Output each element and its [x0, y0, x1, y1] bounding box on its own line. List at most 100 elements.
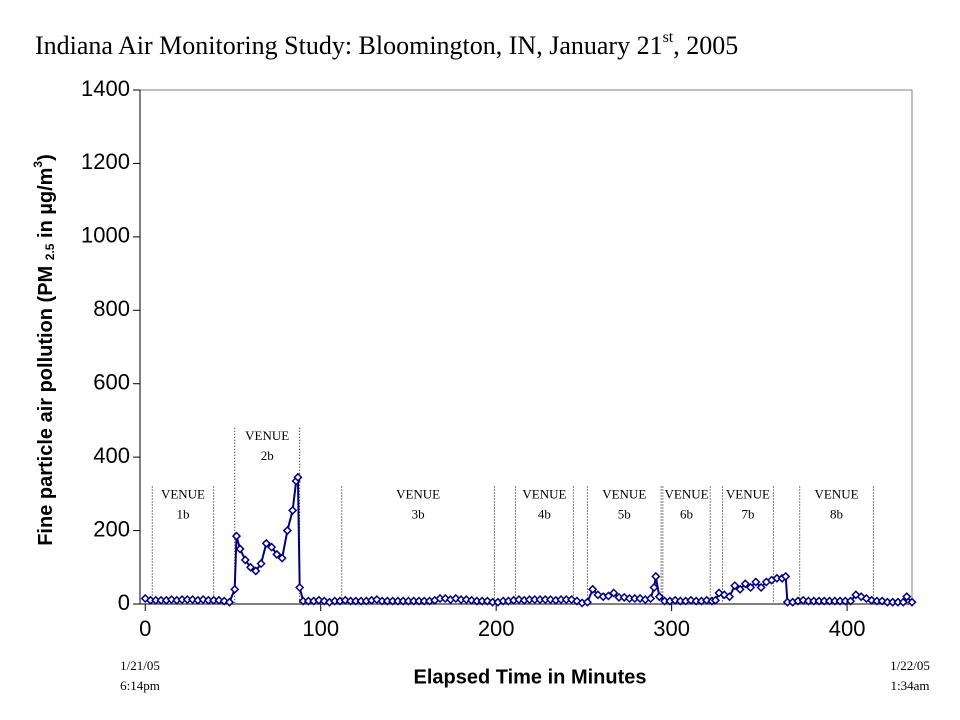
data-point [619, 592, 629, 602]
venue-label: 6b [680, 506, 693, 521]
title-sup: st [663, 29, 674, 46]
y-tick-label: 0 [118, 590, 130, 615]
data-point [781, 571, 791, 582]
venue-label: 2b [261, 448, 274, 463]
venue-label: 3b [412, 506, 425, 521]
end-date: 1/22/05 [890, 658, 930, 673]
venue-label: 8b [830, 506, 843, 521]
data-point [846, 596, 856, 606]
data-point [467, 595, 477, 605]
x-tick-label: 0 [139, 616, 151, 641]
y-tick-label: 200 [93, 516, 130, 541]
data-point [651, 571, 661, 582]
data-point [702, 595, 712, 605]
data-point [907, 597, 917, 607]
y-label-text: ) [35, 154, 57, 161]
end-time: 1:34am [891, 678, 930, 693]
start-date: 1/21/05 [120, 658, 160, 673]
venue-label: 5b [618, 506, 631, 521]
y-tick-label: 1200 [81, 149, 130, 174]
data-point [582, 597, 592, 607]
data-point [235, 544, 245, 554]
data-point [214, 595, 224, 605]
data-point [251, 566, 261, 576]
data-point [288, 505, 298, 515]
y-axis-label: Fine particle air pollution (PM 2.5 in µ… [31, 154, 57, 546]
x-tick-label: 200 [478, 616, 515, 641]
y-tick-label: 600 [93, 370, 130, 395]
data-point [261, 538, 271, 548]
data-point [198, 595, 208, 605]
data-point [293, 472, 303, 482]
data-point [224, 597, 235, 607]
data-point [735, 584, 745, 594]
venue-label: VENUE [245, 428, 289, 443]
venue-label: 1b [176, 506, 189, 521]
data-point [877, 596, 887, 606]
data-point [710, 595, 721, 605]
data-point [714, 588, 724, 598]
data-point [649, 582, 659, 593]
chart-title: Indiana Air Monitoring Study: Bloomingto… [35, 29, 738, 60]
venue-label: VENUE [726, 486, 770, 501]
y-label-sub: 2.5 [43, 243, 57, 260]
data-point [740, 579, 750, 589]
data-point [256, 559, 266, 569]
data-point [730, 581, 740, 591]
venue-label: VENUE [522, 486, 566, 501]
start-time: 6:14pm [120, 678, 160, 693]
data-point [798, 595, 808, 605]
data-point [861, 593, 871, 604]
title-text: , 2005 [673, 31, 738, 60]
data-point [295, 582, 305, 593]
data-point [751, 577, 761, 587]
venue-label: VENUE [161, 486, 205, 501]
data-point [440, 593, 450, 604]
data-point [240, 555, 250, 565]
x-tick-label: 400 [829, 616, 866, 641]
y-label-text: Fine particle air pollution (PM [35, 260, 57, 546]
data-point [902, 592, 912, 602]
data-point [686, 595, 696, 605]
data-point [267, 542, 277, 552]
data-point [572, 596, 582, 606]
data-point [654, 592, 664, 602]
venue-label: 7b [741, 506, 754, 521]
venue-label: VENUE [665, 486, 709, 501]
data-point [898, 597, 908, 607]
data-point [277, 553, 287, 563]
data-point [646, 593, 656, 604]
venue-label: VENUE [815, 486, 859, 501]
data-point [670, 595, 680, 605]
data-point [272, 549, 282, 559]
x-tick-label: 100 [302, 616, 339, 641]
data-point [245, 562, 256, 572]
y-tick-label: 1400 [81, 76, 130, 101]
data-point [546, 595, 556, 605]
y-label-text: in µg/m [35, 168, 57, 244]
venue-label: 4b [538, 506, 551, 521]
data-point [603, 591, 614, 601]
data-point [746, 582, 756, 593]
data-point [282, 526, 292, 536]
y-tick-label: 800 [93, 296, 130, 321]
data-point [588, 584, 598, 594]
title-text: Indiana Air Monitoring Study: Bloomingto… [35, 31, 663, 60]
x-tick-label: 300 [653, 616, 690, 641]
plot-frame [139, 89, 913, 605]
data-point [372, 595, 382, 605]
data-point [140, 593, 150, 604]
y-label-sup: 3 [31, 161, 45, 168]
data-point [756, 582, 766, 593]
data-point [482, 596, 492, 606]
data-point [609, 588, 619, 598]
data-point [230, 584, 240, 594]
venue-label: VENUE [602, 486, 646, 501]
data-point [340, 595, 350, 605]
data-point [724, 592, 735, 602]
y-tick-label: 400 [93, 443, 130, 468]
y-tick-label: 1000 [81, 223, 130, 248]
x-axis-label: Elapsed Time in Minutes [413, 666, 646, 688]
data-point [314, 595, 324, 605]
